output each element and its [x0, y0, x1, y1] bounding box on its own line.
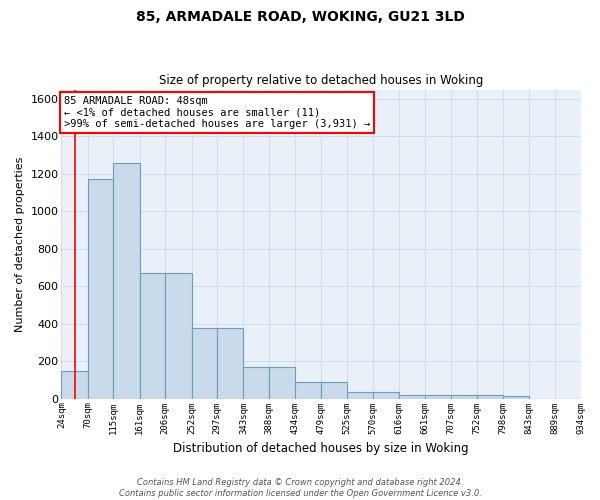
- Text: Contains HM Land Registry data © Crown copyright and database right 2024.
Contai: Contains HM Land Registry data © Crown c…: [119, 478, 481, 498]
- Bar: [269, 367, 295, 398]
- Bar: [244, 367, 269, 398]
- Y-axis label: Number of detached properties: Number of detached properties: [15, 156, 25, 332]
- X-axis label: Distribution of detached houses by size in Woking: Distribution of detached houses by size …: [173, 442, 469, 455]
- Bar: [503, 396, 529, 398]
- Bar: [217, 328, 244, 398]
- Bar: [373, 392, 399, 398]
- Bar: [451, 395, 476, 398]
- Text: 85, ARMADALE ROAD, WOKING, GU21 3LD: 85, ARMADALE ROAD, WOKING, GU21 3LD: [136, 10, 464, 24]
- Bar: [476, 395, 503, 398]
- Bar: [399, 395, 425, 398]
- Bar: [165, 273, 191, 398]
- Bar: [88, 180, 113, 398]
- Bar: [347, 392, 373, 398]
- Bar: [140, 273, 165, 398]
- Bar: [425, 395, 451, 398]
- Text: 85 ARMADALE ROAD: 48sqm
← <1% of detached houses are smaller (11)
>99% of semi-d: 85 ARMADALE ROAD: 48sqm ← <1% of detache…: [64, 96, 370, 129]
- Bar: [113, 162, 140, 398]
- Bar: [61, 370, 88, 398]
- Bar: [295, 382, 321, 398]
- Title: Size of property relative to detached houses in Woking: Size of property relative to detached ho…: [159, 74, 483, 87]
- Bar: [321, 382, 347, 398]
- Bar: [191, 328, 217, 398]
